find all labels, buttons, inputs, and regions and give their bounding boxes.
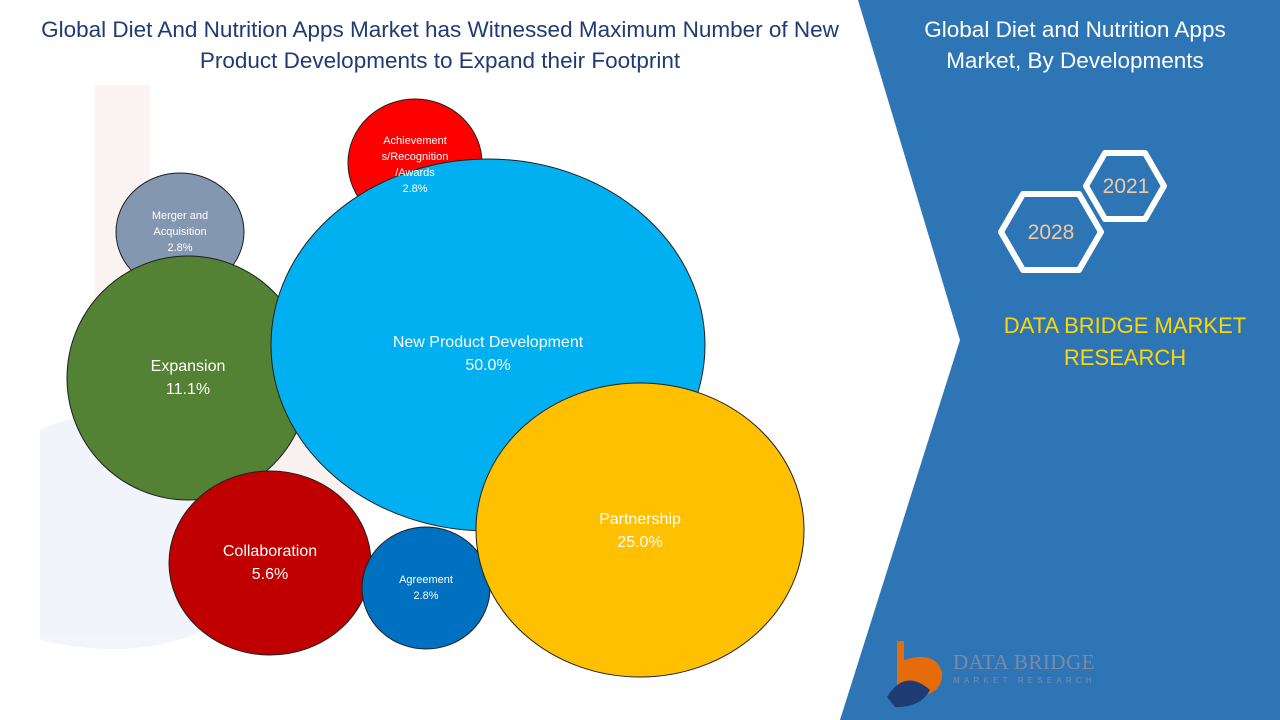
bubble-category-text: s/Recognition <box>381 151 449 163</box>
bubble-value-text: 2.8% <box>167 242 193 254</box>
bubble-value-text: 2.8% <box>413 590 439 602</box>
bubble-value-text: 11.1% <box>165 381 211 398</box>
bubble-label-achievements-recognition-awards: Achievement s/Recognition/Awards 2.8% <box>382 133 449 197</box>
hexagon-2021-icon <box>1083 150 1167 222</box>
bubble-category-text: /Awards <box>395 167 435 179</box>
logo-wordmark: DATA BRIDGE <box>953 650 1096 674</box>
year-label-2028: 2028 <box>1027 221 1075 244</box>
bubble-category-text: Acquisition <box>153 226 207 238</box>
chart-title: Global Diet And Nutrition Apps Market ha… <box>41 17 839 73</box>
bubble-chart <box>66 98 805 678</box>
bubble-category-text: New Product Development <box>392 334 584 351</box>
logo-tagline: MARKET RESEARCH <box>953 676 1096 685</box>
bubble-value-text: 2.8% <box>402 183 428 195</box>
bubble-category-text: Achievement <box>383 135 447 147</box>
data-bridge-logo-icon <box>887 641 943 708</box>
side-panel-background <box>840 0 1280 720</box>
bubble-label-merger-and-acquisition: Merger and Acquisition 2.8% <box>152 208 208 256</box>
brand-name: DATA BRIDGE MARKET RESEARCH <box>1003 313 1247 370</box>
bubble-value-text: 25.0% <box>617 534 663 551</box>
bubble-label-partnership: Partnership 25.0% <box>599 508 681 554</box>
bubble-partnership <box>475 382 805 678</box>
bubble-category-text: Expansion <box>150 358 226 375</box>
bubble-category-text: Collaboration <box>222 543 318 560</box>
bubble-category-text: Merger and <box>151 210 209 222</box>
side-panel-title: Global Diet and Nutrition Apps Market, B… <box>924 17 1226 73</box>
bubble-value-text: 50.0% <box>465 357 511 374</box>
bubble-category-text: Partnership <box>599 511 681 528</box>
year-label-2021: 2021 <box>1102 175 1150 198</box>
bubble-label-collaboration: Collaboration 5.6% <box>223 540 317 586</box>
bubble-category-text: Agreement <box>399 574 453 586</box>
bubble-label-new-product-development: New Product Development 50.0% <box>393 331 583 377</box>
bubble-value-text: 5.6% <box>251 566 289 583</box>
bubble-label-expansion: Expansion 11.1% <box>151 355 226 401</box>
hexagon-2028-icon <box>998 191 1104 273</box>
bubble-label-agreement: Agreement 2.8% <box>399 572 453 604</box>
